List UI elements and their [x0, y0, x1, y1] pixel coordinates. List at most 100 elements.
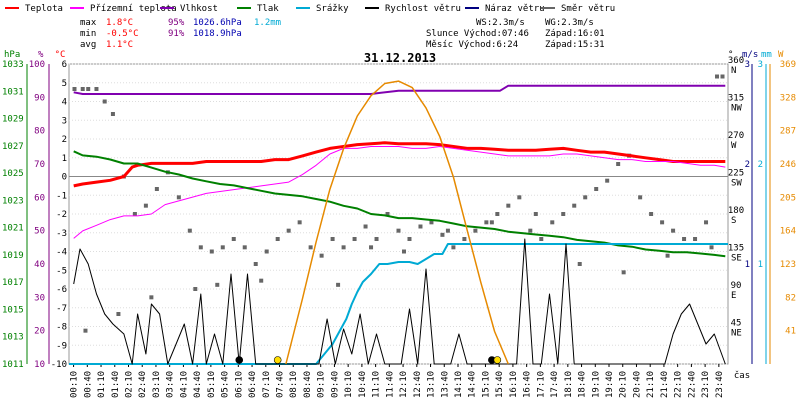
stat-moonrise: Měsíc Východ:6:24: [426, 40, 518, 50]
x-tick-label: 03:40: [166, 371, 176, 398]
legend-label: Tlak: [257, 4, 279, 14]
wind-direction-point: [693, 237, 698, 241]
x-tick-label: 23:10: [701, 371, 711, 398]
x-tick-label: 05:40: [221, 371, 231, 398]
wind-direction-point: [396, 228, 401, 233]
wind-direction-point: [209, 249, 214, 254]
x-tick-label: 04:40: [193, 371, 203, 398]
chart-title: 31.12.2013: [364, 51, 436, 65]
wind-direction-point: [484, 220, 489, 225]
wind-direction-point: [264, 249, 269, 254]
solar-tick-label: 205: [780, 193, 796, 203]
wind-direction-point: [86, 87, 91, 91]
x-tick-label: 20:40: [632, 371, 642, 398]
x-tick-label: 22:40: [687, 371, 697, 398]
wind-direction-point: [638, 195, 643, 200]
precip-axis-label: mm: [761, 50, 772, 60]
series-wind_speed: [73, 238, 726, 365]
direction-compass-label: NE: [731, 329, 742, 339]
axes: 6543210-1-2-3-4-5-6-7-8-9-10°C1033103110…: [2, 50, 796, 398]
x-tick-label: 02:40: [138, 371, 148, 398]
temp-tick-label: -4: [56, 248, 67, 258]
wind-direction-point: [187, 228, 192, 233]
direction-compass-label: S: [731, 216, 736, 226]
stat-temp: 1.8°C: [106, 18, 133, 28]
pressure-axis-label: hPa: [4, 50, 20, 60]
stat-wg: WG:2.3m/s: [545, 18, 594, 28]
legend-item: Tlak: [237, 4, 279, 14]
legend-label: Rychlost větru: [385, 4, 461, 14]
wind-direction-point: [286, 228, 291, 233]
x-tick-label: 12:10: [399, 371, 409, 398]
wind-tick-label: 3: [745, 60, 750, 70]
pressure-tick-label: 1015: [2, 305, 24, 315]
humidity-tick-label: 10: [34, 360, 45, 370]
precip-tick-label: 3: [758, 60, 763, 70]
humidity-tick-label: 100: [29, 60, 45, 70]
temp-tick-label: -3: [56, 229, 67, 239]
wind-direction-point: [583, 195, 588, 200]
x-tick-label: 17:10: [536, 371, 546, 398]
event-marker: [273, 356, 282, 364]
legend-item: Přízemní teplota: [70, 4, 177, 14]
solar-tick-label: 246: [780, 160, 796, 170]
legend-label: Přízemní teplota: [90, 4, 177, 14]
stat-label: min: [80, 29, 96, 39]
wind-direction-point: [660, 220, 665, 225]
legend-label: Vlhkost: [180, 4, 218, 14]
stat-label: avg: [80, 40, 96, 50]
direction-compass-label: E: [731, 291, 736, 301]
direction-compass-label: W: [731, 141, 737, 151]
wind-direction-point: [198, 245, 203, 250]
solar-tick-label: 82: [785, 293, 796, 303]
solar-axis-label: W: [778, 50, 784, 60]
wind-direction-point: [495, 212, 500, 216]
x-tick-label: 01:10: [97, 371, 107, 398]
x-tick-label: 09:10: [317, 371, 327, 398]
stat-hum: 91%: [168, 29, 185, 39]
wind-direction-point: [577, 262, 582, 266]
wind-direction-point: [80, 87, 85, 91]
direction-axis-label: °: [728, 50, 733, 60]
x-axis-label: čas: [734, 370, 750, 381]
wind-direction-point: [616, 162, 621, 166]
wind-direction-point: [336, 282, 341, 287]
wind-direction-point: [671, 228, 676, 233]
solar-tick-label: 123: [780, 260, 796, 270]
wind-direction-point: [539, 237, 544, 241]
x-tick-label: 18:40: [578, 371, 588, 398]
series-temperature: [73, 141, 726, 188]
x-tick-label: 16:10: [509, 371, 519, 398]
wind-direction-point: [297, 220, 302, 225]
x-tick-label: 07:10: [262, 371, 272, 398]
x-tick-label: 14:40: [468, 371, 478, 398]
precip-tick-label: 2: [758, 160, 763, 170]
wind-direction-point: [440, 232, 445, 237]
wind-direction-point: [143, 203, 148, 208]
stat-temp: -0.5°C: [106, 29, 139, 39]
pressure-tick-label: 1021: [2, 224, 24, 234]
temp-tick-label: 0: [62, 173, 67, 183]
temp-tick-label: 5: [62, 79, 67, 89]
solar-tick-label: 164: [780, 227, 796, 237]
wind-direction-point: [462, 237, 467, 241]
wind-direction-point: [704, 220, 709, 225]
x-tick-label: 00:10: [70, 371, 80, 398]
series-layer: [69, 74, 728, 365]
x-tick-label: 15:10: [481, 371, 491, 398]
pressure-tick-label: 1017: [2, 278, 24, 288]
direction-compass-label: SE: [731, 254, 742, 264]
x-tick-label: 13:10: [427, 371, 437, 398]
humidity-tick-label: 60: [34, 193, 45, 203]
x-tick-label: 19:40: [605, 371, 615, 398]
legend-label: Náraz větru: [485, 4, 545, 14]
pressure-tick-label: 1033: [2, 60, 24, 70]
x-tick-label: 05:10: [207, 371, 217, 398]
legend-label: Srážky: [316, 4, 349, 14]
humidity-tick-label: 80: [34, 127, 45, 137]
x-tick-label: 02:10: [124, 371, 134, 398]
wind-direction-point: [352, 237, 357, 241]
wind-direction-point: [253, 262, 258, 266]
